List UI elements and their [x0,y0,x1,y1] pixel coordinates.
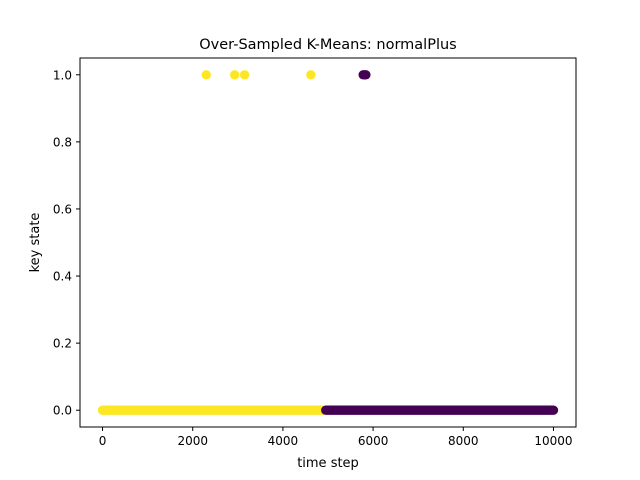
x-tick-label-2: 4000 [268,434,299,448]
x-axis: 0 2000 4000 6000 8000 10000 [99,427,573,448]
marks-layer [97,70,559,415]
x-tick-label-3: 6000 [358,434,389,448]
x-tick-label-4: 8000 [448,434,479,448]
x-axis-label: time step [297,456,359,471]
x-tick-label-5: 10000 [534,434,572,448]
y-tick-label-4: 0.8 [53,135,72,149]
y-tick-label-3: 0.6 [53,202,72,216]
cluster-1-point-2 [361,70,371,80]
x-tick-label-1: 2000 [177,434,208,448]
cluster-0-point-3 [306,70,316,80]
cluster-0-point-run-0 [97,405,329,415]
cluster-0-point-0 [201,70,211,80]
y-axis-label: key state [28,213,43,273]
chart-title: Over-Sampled K-Means: normalPlus [199,37,456,53]
y-tick-label-5: 1.0 [53,68,72,82]
y-tick-label-2: 0.4 [53,270,72,284]
plot-frame [79,57,577,428]
x-tick-label-0: 0 [99,434,107,448]
cluster-1-point-run-0 [321,405,559,415]
y-axis: 0.0 0.2 0.4 0.6 0.8 1.0 [53,68,80,418]
y-tick-label-0: 0.0 [53,404,72,418]
y-tick-label-1: 0.2 [53,337,72,351]
cluster-0-point-2 [239,70,250,80]
cluster-0-point-1 [229,70,240,80]
